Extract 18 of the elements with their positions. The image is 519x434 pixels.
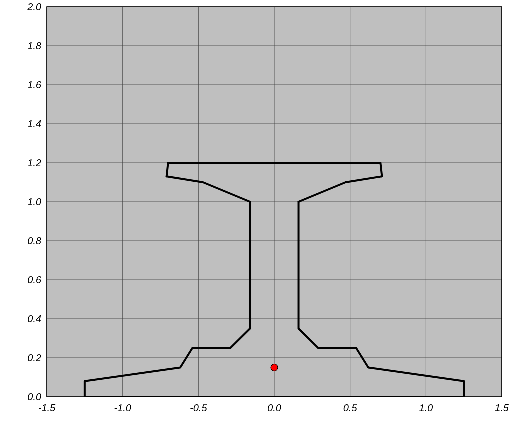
y-tick-label: 1.8 [28, 42, 42, 50]
x-tick-label: -0.5 [190, 404, 208, 412]
y-tick-label: 1.0 [28, 198, 42, 206]
x-tick-label: 0.0 [268, 404, 282, 412]
y-tick-label: 0.6 [28, 276, 42, 284]
y-tick-label: 0.4 [28, 315, 42, 323]
y-tick-label: 0.8 [28, 237, 42, 245]
x-tick-label: 1.0 [420, 404, 434, 412]
y-tick-label: 1.4 [28, 120, 42, 128]
y-tick-label: 1.6 [28, 81, 42, 89]
x-tick-label: 1.5 [495, 404, 509, 412]
y-tick-label: 0.2 [28, 354, 42, 362]
y-tick-label: 1.2 [28, 160, 42, 166]
x-tick-label: 0.5 [344, 404, 358, 412]
y-tick-label: 0.0 [28, 393, 42, 401]
x-tick-label: -1.0 [114, 404, 132, 412]
x-tick-label: -1.5 [38, 404, 56, 412]
y-tick-label: 2.0 [28, 3, 42, 11]
